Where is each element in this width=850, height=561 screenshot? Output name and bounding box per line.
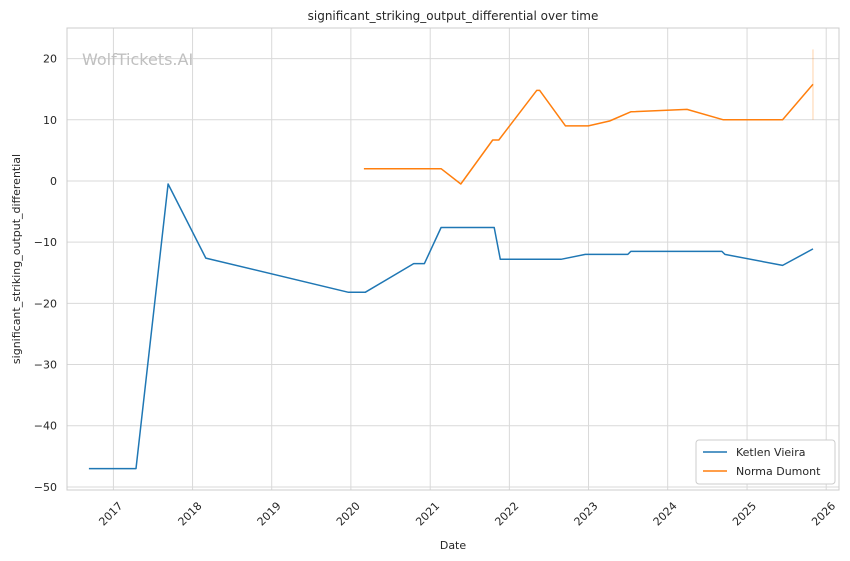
x-axis-label: Date (440, 539, 467, 552)
y-axis-ticks: 20 10 0 −10 −20 −30 −40 −50 (34, 53, 57, 494)
series-line-norma-dumont (363, 83, 814, 185)
x-tick-label: 2017 (96, 500, 125, 529)
x-tick-label: 2019 (255, 500, 284, 529)
x-axis-ticks: 2017 2018 2019 2020 2021 2022 2023 2024 2025 2026 (96, 500, 838, 529)
plot-frame (66, 27, 840, 491)
series-line-ketlen-vieira (88, 183, 814, 470)
chart-title: significant_striking_output_differential… (308, 9, 599, 23)
y-tick-label: −40 (34, 420, 57, 433)
x-tick-label: 2024 (651, 500, 680, 529)
y-tick-label: −50 (34, 481, 57, 494)
y-axis-label: significant_striking_output_differential (10, 154, 23, 364)
x-tick-label: 2018 (176, 500, 205, 529)
legend-box (695, 439, 836, 485)
x-tick-label: 2026 (809, 500, 838, 529)
x-tick-label: 2020 (334, 500, 363, 529)
watermark: WolfTickets.AI (82, 50, 193, 69)
y-tick-label: 20 (43, 53, 57, 66)
x-tick-label: 2022 (492, 500, 521, 529)
x-tick-label: 2021 (413, 500, 442, 529)
grid (67, 28, 839, 490)
legend-label-norma-dumont: Norma Dumont (736, 465, 821, 478)
y-tick-label: −30 (34, 359, 57, 372)
y-tick-label: −20 (34, 297, 57, 310)
y-tick-label: −10 (34, 236, 57, 249)
x-tick-label: 2025 (730, 500, 759, 529)
y-tick-label: 0 (50, 175, 57, 188)
series-layer (88, 49, 814, 470)
plot-background (67, 28, 839, 490)
legend-label-ketlen-vieira: Ketlen Vieira (736, 446, 805, 459)
y-tick-label: 10 (43, 114, 57, 127)
x-tick-label: 2023 (572, 500, 601, 529)
legend: Ketlen Vieira Norma Dumont (695, 439, 836, 485)
